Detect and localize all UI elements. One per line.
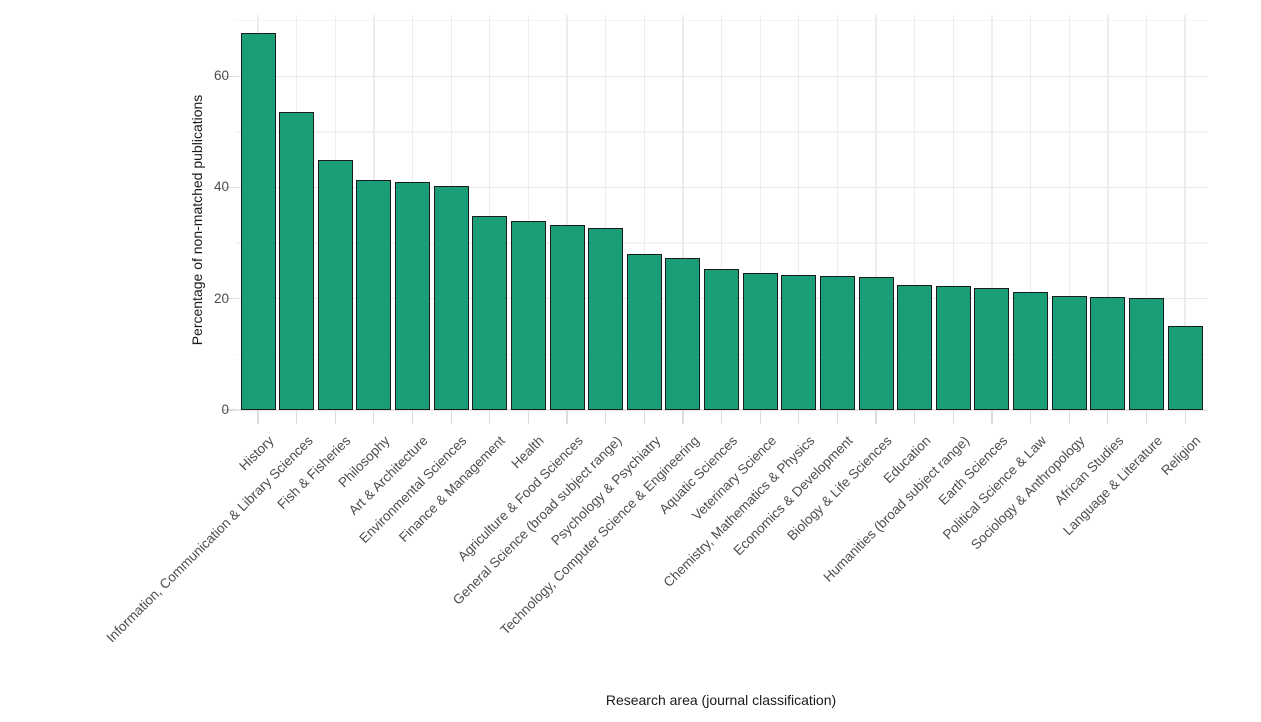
x-tick-mark: [1107, 411, 1109, 424]
vertical-gridline: [914, 15, 916, 410]
vertical-gridline: [605, 15, 607, 410]
vertical-gridline: [759, 15, 761, 410]
x-tick-mark: [875, 411, 877, 424]
vertical-gridline: [952, 15, 954, 410]
bar: [1167, 325, 1203, 410]
bar: [317, 160, 353, 410]
bar: [858, 277, 894, 410]
bar: [240, 32, 276, 410]
major-gridline: [235, 75, 1208, 77]
x-tick-mark: [527, 411, 529, 424]
x-tick-mark: [1145, 411, 1148, 424]
vertical-gridline: [1029, 15, 1032, 410]
vertical-gridline: [798, 15, 800, 410]
x-tick-mark: [1068, 411, 1070, 424]
vertical-gridline: [1107, 15, 1109, 410]
bar: [395, 182, 431, 410]
bar: [279, 111, 315, 410]
major-gridline: [235, 409, 1208, 411]
bar: [1051, 295, 1087, 410]
x-tick-mark: [373, 411, 375, 424]
y-tick-mark: [222, 409, 235, 411]
bar: [1090, 297, 1126, 410]
bar: [665, 257, 701, 410]
vertical-gridline: [643, 15, 645, 410]
vertical-gridline: [682, 15, 684, 410]
x-tick-mark: [489, 411, 491, 424]
y-tick-label: 0: [221, 402, 229, 417]
x-tick-mark: [720, 411, 723, 424]
y-tick-label: 40: [213, 179, 229, 195]
bar: [433, 185, 469, 410]
y-tick-label: 60: [213, 68, 229, 84]
vertical-gridline: [720, 15, 723, 410]
x-tick-mark: [566, 411, 568, 424]
x-tick-mark: [296, 411, 298, 424]
bar: [742, 272, 778, 410]
y-tick-mark: [222, 298, 235, 300]
vertical-gridline: [1145, 15, 1148, 410]
vertical-gridline: [1068, 15, 1070, 410]
bar: [935, 285, 971, 410]
vertical-gridline: [489, 15, 491, 410]
vertical-gridline: [875, 15, 877, 410]
vertical-gridline: [991, 15, 993, 410]
bar: [781, 275, 817, 410]
x-tick-mark: [643, 411, 645, 424]
x-tick-mark: [334, 411, 336, 424]
bar: [974, 288, 1010, 410]
x-tick-mark: [605, 411, 607, 424]
x-axis-title: Research area (journal classification): [605, 692, 837, 708]
x-tick-label: Religion: [1158, 433, 1204, 479]
bar: [1128, 298, 1164, 410]
vertical-gridline: [527, 15, 530, 410]
x-tick-mark: [991, 411, 993, 424]
x-tick-mark: [450, 411, 452, 424]
x-tick-label: Information, Communication & Library Sci…: [103, 433, 316, 646]
bar: [897, 284, 933, 410]
y-tick-label: 20: [213, 290, 229, 306]
bar: [588, 227, 624, 410]
bar: [704, 269, 740, 410]
vertical-gridline: [836, 15, 839, 410]
x-tick-mark: [836, 411, 839, 424]
bar: [472, 215, 508, 410]
vertical-gridline: [566, 15, 568, 410]
x-tick-mark: [952, 411, 954, 424]
x-tick-mark: [914, 411, 916, 424]
bar: [1013, 292, 1049, 410]
x-tick-mark: [1030, 411, 1032, 424]
bar: [819, 276, 855, 410]
bar: [626, 254, 662, 410]
x-tick-mark: [682, 411, 684, 424]
x-tick-mark: [1184, 411, 1186, 424]
x-tick-mark: [257, 411, 259, 424]
x-tick-mark: [411, 411, 414, 424]
x-tick-mark: [759, 411, 761, 424]
vertical-gridline: [1184, 15, 1186, 410]
y-tick-mark: [222, 75, 235, 77]
bar: [356, 180, 392, 410]
bar: [549, 225, 585, 410]
x-tick-mark: [798, 411, 800, 424]
y-tick-mark: [222, 186, 235, 189]
bar: [510, 220, 546, 410]
major-gridline: [235, 186, 1208, 189]
